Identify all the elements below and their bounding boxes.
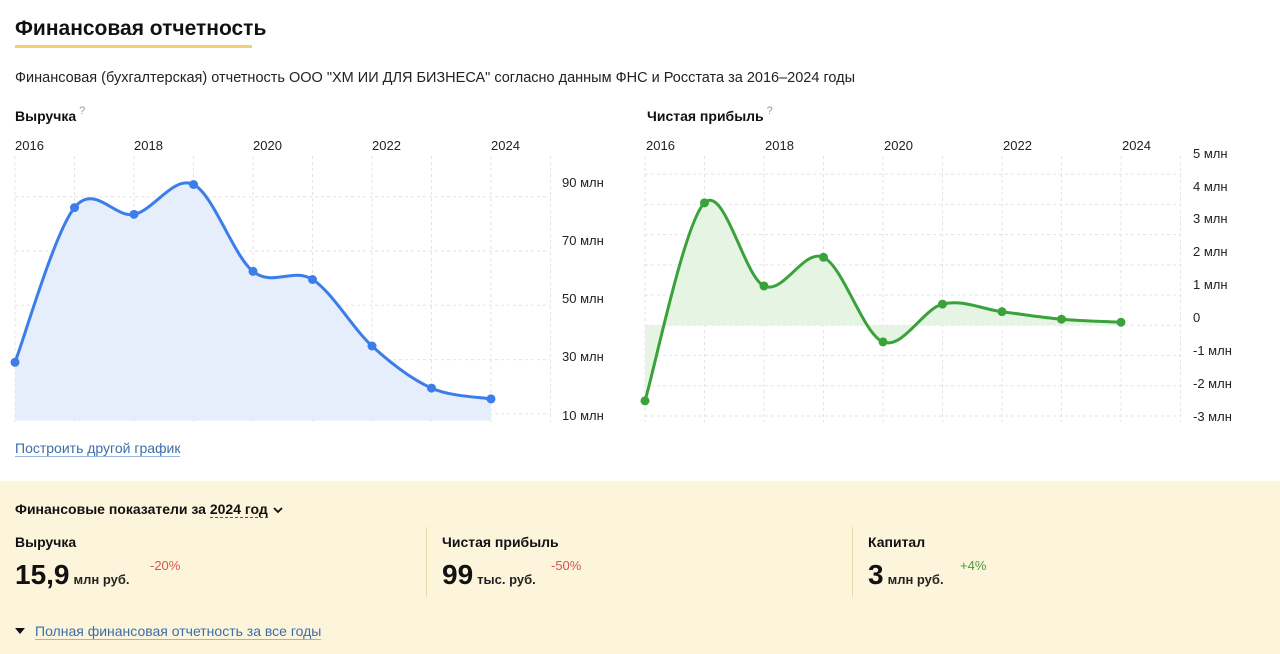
profit-x-tick: 2020 — [884, 138, 913, 153]
metric-revenue: Выручка 15,9 млн руб. -20% — [15, 527, 180, 597]
revenue-data-point — [129, 209, 139, 219]
profit-y-tick: 4 млн — [1193, 179, 1228, 194]
profit-data-point — [938, 299, 947, 309]
revenue-x-tick: 2020 — [253, 138, 282, 153]
revenue-data-point — [248, 266, 258, 276]
revenue-data-point — [367, 341, 377, 351]
profit-x-tick: 2018 — [765, 138, 794, 153]
revenue-data-point — [189, 180, 198, 189]
chevron-down-icon[interactable] — [273, 501, 283, 517]
metric-change: -50% — [551, 558, 582, 573]
triangle-down-icon[interactable] — [15, 628, 25, 634]
metric-label: Выручка — [15, 534, 77, 550]
year-select[interactable]: 2024 год — [209, 501, 268, 518]
revenue-x-tick: 2018 — [134, 138, 163, 153]
profit-chart[interactable] — [630, 150, 1190, 430]
revenue-area-fill — [15, 182, 491, 421]
profit-x-tick: 2024 — [1122, 138, 1151, 153]
metric-change: -20% — [150, 558, 181, 573]
page-title: Финансовая отчетность — [15, 17, 267, 40]
revenue-y-tick: 50 млн — [562, 291, 604, 306]
metric-divider — [852, 527, 853, 597]
profit-chart-title: Чистая прибыль? — [647, 105, 773, 124]
profit-y-tick: 1 млн — [1193, 277, 1228, 292]
revenue-data-point — [486, 394, 496, 404]
profit-data-point — [997, 307, 1007, 317]
revenue-x-tick: 2022 — [372, 138, 401, 153]
revenue-chart-title-text: Выручка — [15, 108, 77, 124]
revenue-x-tick: 2024 — [491, 138, 520, 153]
revenue-y-tick: 30 млн — [562, 349, 604, 364]
profit-data-point — [1057, 314, 1066, 324]
profit-data-point — [878, 337, 888, 347]
metric-net-profit: Чистая прибыль 99 тыс. руб. -50% — [442, 527, 581, 597]
profit-chart-title-text: Чистая прибыль — [647, 108, 764, 124]
profit-y-tick: -3 млн — [1193, 409, 1232, 424]
metric-change: +4% — [960, 558, 987, 573]
metric-unit: млн руб. — [887, 572, 944, 587]
metric-label: Капитал — [868, 534, 926, 550]
revenue-data-point — [427, 383, 436, 393]
profit-y-tick: 3 млн — [1193, 211, 1228, 226]
revenue-y-tick: 70 млн — [562, 233, 604, 248]
profit-x-tick: 2022 — [1003, 138, 1032, 153]
metric-value-row: 15,9 млн руб. — [15, 559, 129, 591]
profit-data-point — [819, 252, 828, 262]
revenue-y-tick: 90 млн — [562, 175, 604, 190]
financial-summary-panel: Финансовые показатели за 2024 год Выручк… — [0, 481, 1280, 654]
metric-value: 15,9 — [15, 559, 70, 590]
revenue-data-point — [308, 275, 317, 284]
revenue-chart[interactable] — [0, 150, 560, 430]
profit-y-tick: 2 млн — [1193, 244, 1228, 259]
profit-y-tick: 5 млн — [1193, 146, 1228, 161]
metric-value: 99 — [442, 559, 474, 590]
revenue-help-icon[interactable]: ? — [79, 105, 86, 117]
metric-value-row: 99 тыс. руб. — [442, 559, 559, 591]
full-report-row: Полная финансовая отчетность за все годы — [15, 623, 322, 640]
summary-header: Финансовые показатели за 2024 год — [15, 501, 283, 518]
metric-unit: млн руб. — [73, 572, 130, 587]
profit-y-tick: -1 млн — [1193, 343, 1232, 358]
revenue-data-point — [10, 357, 20, 367]
metric-label: Чистая прибыль — [442, 534, 559, 550]
metric-unit: тыс. руб. — [477, 572, 536, 587]
metric-divider — [426, 527, 427, 597]
profit-data-point — [759, 281, 769, 291]
revenue-data-point — [70, 203, 79, 213]
title-underline — [15, 45, 252, 48]
revenue-chart-title: Выручка? — [15, 105, 86, 124]
metric-value: 3 — [868, 559, 884, 590]
profit-y-tick: -2 млн — [1193, 376, 1232, 391]
build-other-chart-link[interactable]: Построить другой график — [15, 440, 181, 457]
year-select-label: 2024 год — [209, 501, 268, 517]
profit-data-point — [700, 198, 709, 208]
profit-data-point — [1116, 317, 1126, 327]
revenue-y-tick: 10 млн — [562, 408, 604, 423]
profit-help-icon[interactable]: ? — [766, 105, 773, 117]
metric-value-row: 3 млн руб. — [868, 559, 944, 591]
revenue-x-tick: 2016 — [15, 138, 44, 153]
profit-area-fill — [645, 200, 1121, 401]
metric-capital: Капитал 3 млн руб. +4% — [868, 527, 986, 597]
page-subtitle: Финансовая (бухгалтерская) отчетность ОО… — [15, 70, 856, 86]
profit-data-point — [640, 396, 650, 406]
profit-y-tick: 0 — [1193, 310, 1201, 325]
full-report-link[interactable]: Полная финансовая отчетность за все годы — [35, 623, 322, 640]
summary-header-prefix: Финансовые показатели за — [15, 501, 206, 517]
profit-x-tick: 2016 — [646, 138, 675, 153]
